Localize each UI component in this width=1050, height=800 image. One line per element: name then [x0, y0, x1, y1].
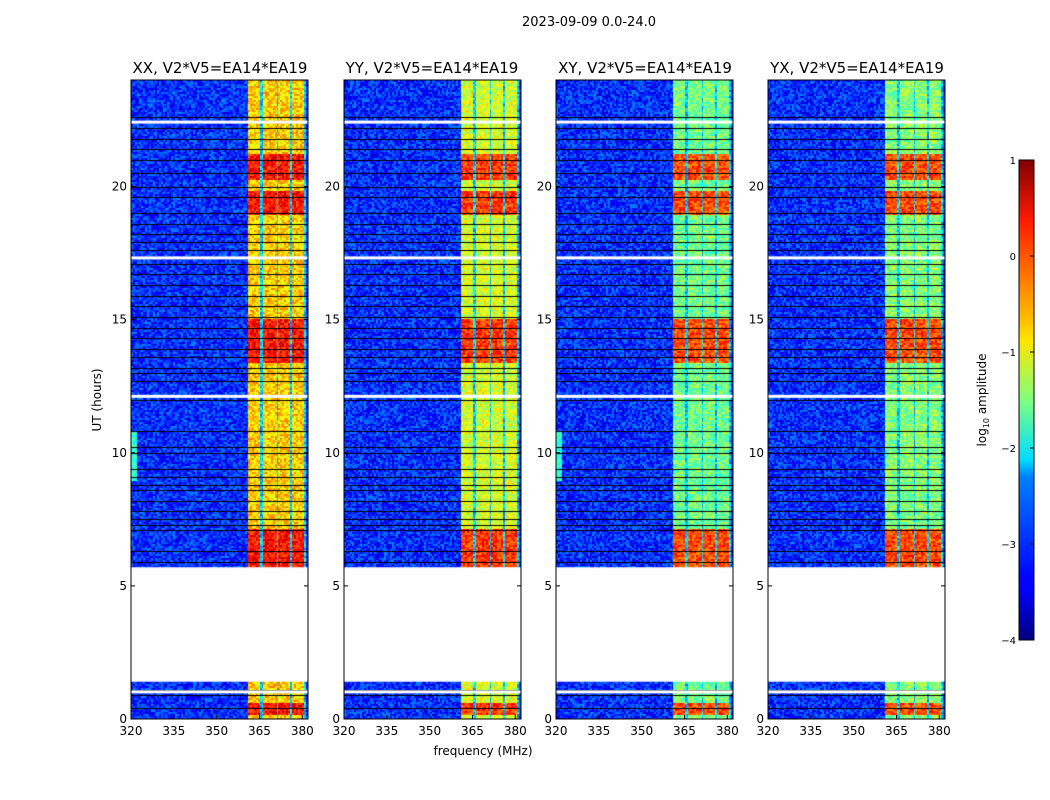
colorbar-tick-label: −1 — [1001, 348, 1016, 359]
y-tick-label: 10 — [749, 446, 764, 460]
dynamic-spectrum-image — [344, 80, 521, 719]
panel-title: XY, V2*V5=EA14*EA19 — [558, 59, 732, 77]
colorbar: 10−1−2−3−4 log10 amplitude — [975, 156, 1035, 647]
x-tick-label: 380 — [928, 724, 951, 738]
x-tick-label: 320 — [545, 724, 568, 738]
y-tick-label: 20 — [537, 180, 552, 194]
x-axis-label: frequency (MHz) — [433, 744, 532, 758]
plot-frame — [343, 79, 522, 720]
y-tick-label: 0 — [756, 712, 764, 726]
plot-frame — [130, 79, 309, 720]
colorbar-label-log: log — [975, 428, 989, 446]
y-tick-label: 15 — [325, 313, 340, 327]
x-tick-label: 365 — [673, 724, 696, 738]
y-tick-label: 0 — [119, 712, 127, 726]
y-tick-label: 5 — [544, 579, 552, 593]
plot-frame — [767, 79, 946, 720]
colorbar-tick-label: −4 — [1001, 636, 1016, 647]
x-tick-label: 380 — [716, 724, 739, 738]
x-tick-label: 320 — [120, 724, 143, 738]
panel-title: XX, V2*V5=EA14*EA19 — [133, 59, 308, 77]
y-tick-label: 10 — [325, 446, 340, 460]
y-tick-label: 15 — [112, 313, 127, 327]
x-tick-label: 365 — [885, 724, 908, 738]
panel-plot-area: 320 335 350 365 380 0 5 10 15 20 — [537, 79, 739, 738]
x-tick-label: 350 — [418, 724, 441, 738]
colorbar-tick-label: 0 — [1010, 252, 1016, 263]
colorbar-label-sub: 10 — [982, 418, 991, 428]
panel-title: YX, V2*V5=EA14*EA19 — [769, 59, 944, 77]
x-tick-label: 365 — [248, 724, 271, 738]
panel-plot-area: 320 335 350 365 380 0 5 10 15 20 — [749, 79, 951, 738]
dynamic-spectrum-image — [556, 80, 733, 719]
colorbar-gradient — [1018, 159, 1035, 641]
dynamic-spectrum-image — [768, 80, 945, 719]
y-tick-label: 0 — [332, 712, 340, 726]
colorbar-tick-label: 1 — [1010, 156, 1016, 167]
x-tick-label: 350 — [842, 724, 865, 738]
y-tick-label: 10 — [112, 446, 127, 460]
y-tick-label: 15 — [749, 313, 764, 327]
y-tick-label: 5 — [756, 579, 764, 593]
x-tick-label: 335 — [799, 724, 822, 738]
plot-frame — [555, 79, 734, 720]
y-tick-label: 20 — [749, 180, 764, 194]
y-tick-label: 15 — [537, 313, 552, 327]
x-tick-label: 365 — [461, 724, 484, 738]
panel-yx: YX, V2*V5=EA14*EA19 320 335 350 365 380 0 5 10 1… — [749, 59, 951, 738]
x-tick-label: 335 — [162, 724, 185, 738]
x-tick-label: 320 — [333, 724, 356, 738]
colorbar-label-rest: amplitude — [975, 354, 989, 418]
x-tick-label: 350 — [630, 724, 653, 738]
x-tick-label: 350 — [205, 724, 228, 738]
panel-xy: XY, V2*V5=EA14*EA19 320 335 350 365 380 0 5 10 1… — [537, 59, 739, 738]
y-tick-label: 20 — [112, 180, 127, 194]
panel-yy: YY, V2*V5=EA14*EA19 320 335 350 365 380 0 5 10 1… — [325, 59, 527, 738]
colorbar-tick-label: −2 — [1001, 444, 1016, 455]
panel-xx: XX, V2*V5=EA14*EA19 320 335 350 365 380 0 5 10 1… — [112, 59, 314, 738]
y-tick-label: 20 — [325, 180, 340, 194]
panel-plot-area: 320 335 350 365 380 0 5 10 15 20 — [325, 79, 527, 738]
colorbar-label: log10 amplitude — [975, 354, 991, 447]
y-tick-label: 0 — [544, 712, 552, 726]
y-tick-label: 5 — [332, 579, 340, 593]
x-tick-label: 320 — [757, 724, 780, 738]
x-tick-label: 380 — [291, 724, 314, 738]
colorbar-ticks: 1 0 −1 −2 −3 −4 — [1001, 156, 1034, 647]
y-axis-label: UT (hours) — [90, 368, 104, 431]
x-tick-label: 380 — [504, 724, 527, 738]
dynamic-spectrum-image — [131, 80, 308, 719]
x-tick-label: 335 — [587, 724, 610, 738]
colorbar-tick-label: −3 — [1001, 540, 1016, 551]
y-tick-label: 5 — [119, 579, 127, 593]
panel-plot-area: 320 335 350 365 380 0 5 10 15 20 — [112, 79, 314, 738]
y-tick-label: 10 — [537, 446, 552, 460]
x-tick-label: 335 — [375, 724, 398, 738]
panel-title: YY, V2*V5=EA14*EA19 — [345, 59, 519, 77]
figure-suptitle: 2023-09-09 0.0-24.0 — [522, 15, 656, 30]
